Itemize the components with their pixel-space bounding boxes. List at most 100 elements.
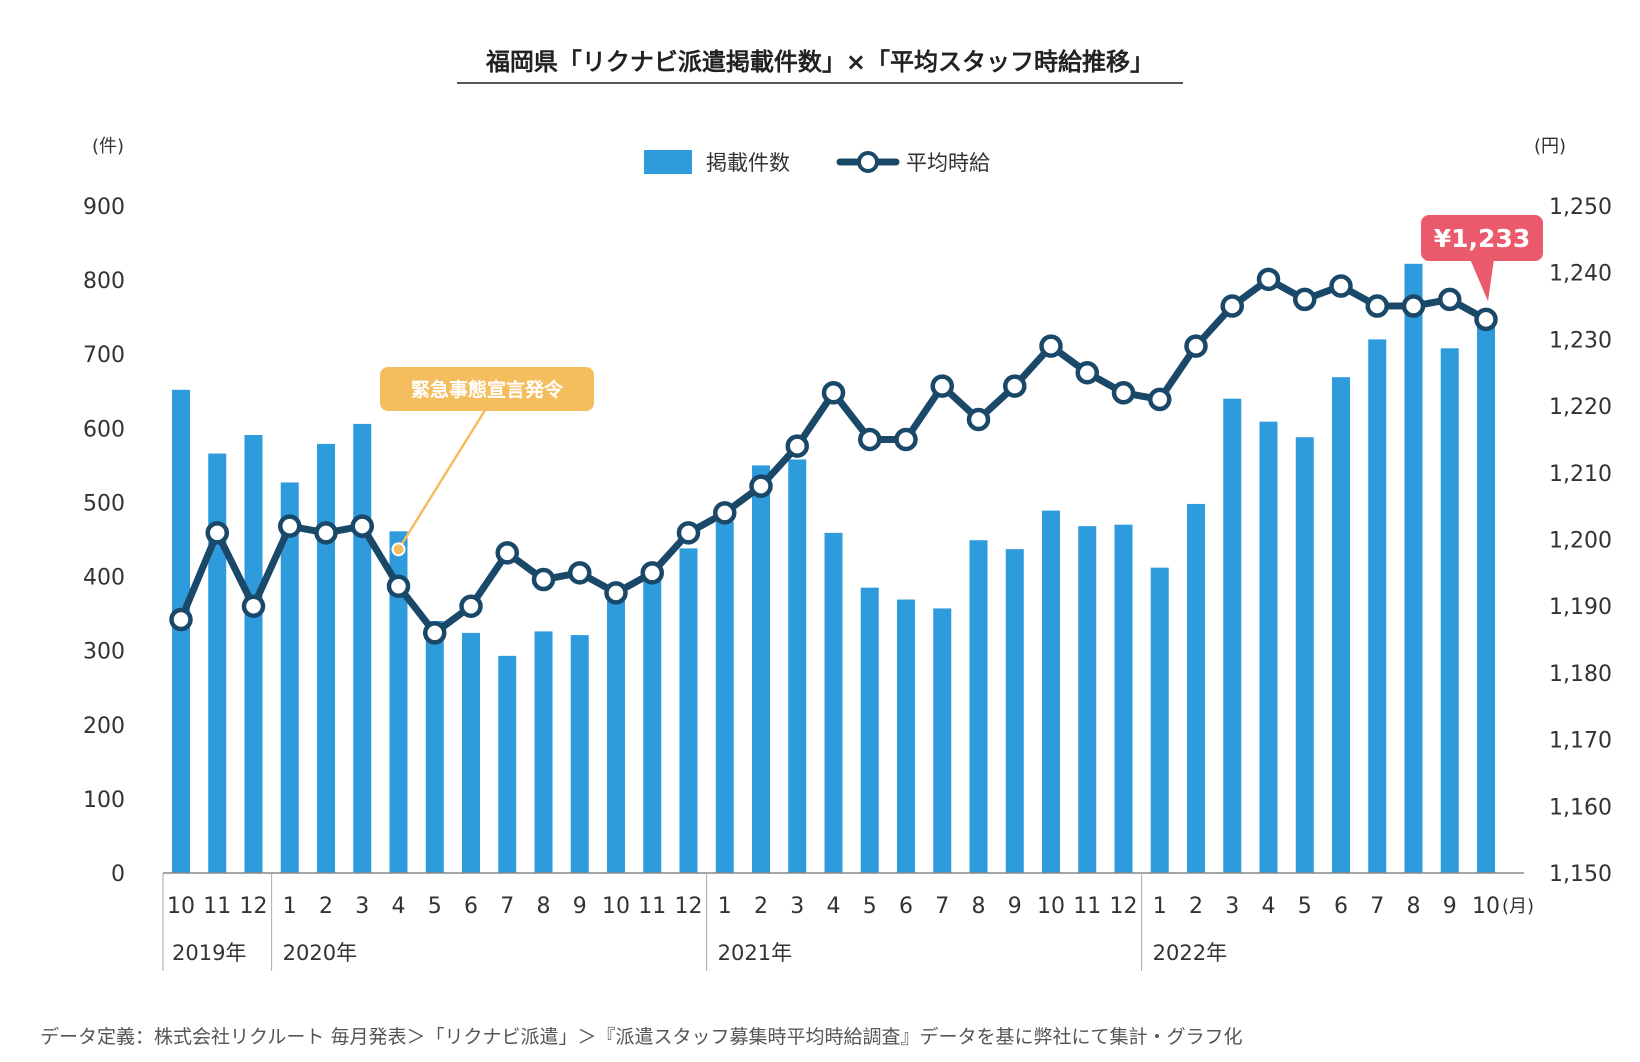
left-tick-label: 600 [83, 417, 125, 442]
year-label: 2022年 [1153, 941, 1227, 965]
month-tick-label: 12 [240, 894, 268, 919]
right-tick-label: 1,240 [1549, 262, 1612, 287]
bar [570, 635, 589, 873]
right-tick-label: 1,180 [1549, 662, 1612, 687]
right-tick-label: 1,190 [1549, 595, 1612, 620]
month-tick-label: 6 [464, 894, 478, 919]
wage-point [1184, 334, 1208, 358]
wage-point [966, 407, 991, 432]
bar [1477, 324, 1495, 874]
month-tick-label: 2 [754, 894, 768, 919]
callout-dot [391, 542, 406, 557]
wage-point [858, 427, 882, 452]
month-tick-label: 5 [863, 894, 877, 919]
x-axis-labels: 10 11 12 1 2 3 4 5 6 7 8 9 10 11 12 1 2 3 4 5 6 7 8 9 10 11 12 1 2 3 4… [167, 894, 1500, 965]
bar [1042, 510, 1060, 873]
bar [280, 482, 299, 873]
bar [752, 465, 770, 873]
badge-box [1421, 215, 1543, 261]
line-series [169, 267, 1498, 645]
month-tick-label: 3 [1225, 894, 1239, 919]
wage-point [568, 561, 592, 585]
month-tick-label: 10 [1472, 894, 1500, 919]
x-axis [162, 872, 1525, 971]
bar [317, 443, 335, 873]
month-tick-label: 9 [1008, 894, 1022, 919]
wage-point [423, 621, 447, 645]
wage-point [531, 567, 556, 592]
wage-point [821, 381, 846, 405]
month-tick-label: 5 [1298, 894, 1312, 919]
wage-point [894, 427, 918, 452]
month-tick-label: 9 [1443, 894, 1457, 919]
right-tick-label: 1,220 [1549, 395, 1612, 420]
month-tick-label: 4 [827, 894, 841, 919]
left-tick-label: 0 [111, 862, 125, 887]
bar [1114, 524, 1133, 873]
month-tick-label: 3 [790, 894, 804, 919]
wage-point [1111, 381, 1136, 405]
wage-point [1293, 287, 1317, 312]
wage-point [1003, 374, 1027, 398]
legend-line-marker [857, 151, 879, 173]
month-tick-label: 4 [1262, 894, 1276, 919]
month-tick-label: 7 [1370, 894, 1384, 919]
bar [1005, 549, 1024, 873]
right-tick-label: 1,160 [1549, 795, 1612, 820]
wage-point [1075, 361, 1099, 385]
bar [860, 587, 879, 873]
month-tick-label: 10 [167, 894, 195, 919]
month-tick-label: 8 [972, 894, 986, 919]
bar [643, 575, 662, 873]
wage-point [1474, 307, 1498, 332]
bar [208, 453, 227, 873]
bar [244, 435, 263, 873]
right-tick-label: 1,200 [1549, 529, 1612, 554]
wage-point [1220, 294, 1244, 318]
right-tick-label: 1,150 [1549, 862, 1612, 887]
callout-box [380, 367, 594, 411]
wage-point [1438, 287, 1462, 312]
bar [715, 521, 734, 873]
wage-point [314, 521, 338, 545]
wage-point [1401, 294, 1426, 318]
month-tick-label: 7 [500, 894, 514, 919]
month-tick-label: 7 [935, 894, 949, 919]
month-tick-label: 10 [1037, 894, 1065, 919]
wage-point [205, 521, 229, 545]
wage-point [1365, 294, 1389, 318]
month-tick-label: 11 [1073, 894, 1101, 919]
left-axis: 0 100 200 300 400 500 600 700 800 900 [83, 195, 125, 887]
bar [824, 532, 843, 873]
month-tick-label: 12 [1110, 894, 1138, 919]
month-tick-label: 9 [573, 894, 587, 919]
wage-point [930, 374, 954, 398]
wage-point [713, 501, 737, 525]
chart-title: 福岡県「リクナビ派遣掲載件数」×「平均スタッフ時給推移」 [485, 48, 1154, 76]
right-tick-label: 1,170 [1549, 729, 1612, 754]
bar [1295, 437, 1314, 873]
wage-point [169, 607, 193, 632]
bar [788, 459, 807, 873]
legend-bar-label: 掲載件数 [706, 151, 790, 175]
bar [534, 631, 553, 873]
bar [462, 632, 480, 873]
year-label: 2021年 [718, 941, 792, 965]
month-tick-label: 12 [675, 894, 703, 919]
wage-point [350, 514, 374, 538]
wage-point [386, 574, 411, 598]
left-tick-label: 100 [83, 788, 125, 813]
bar-series [172, 263, 1495, 874]
right-tick-label: 1,250 [1549, 195, 1612, 220]
bar [897, 599, 915, 873]
month-tick-label: 5 [428, 894, 442, 919]
left-tick-label: 500 [83, 491, 125, 516]
bar [679, 548, 698, 873]
bar [933, 608, 952, 873]
right-axis-unit: (円) [1534, 136, 1566, 157]
right-tick-label: 1,210 [1549, 462, 1612, 487]
bar [1187, 503, 1205, 873]
wage-point [604, 581, 628, 605]
month-tick-label: 6 [1334, 894, 1348, 919]
